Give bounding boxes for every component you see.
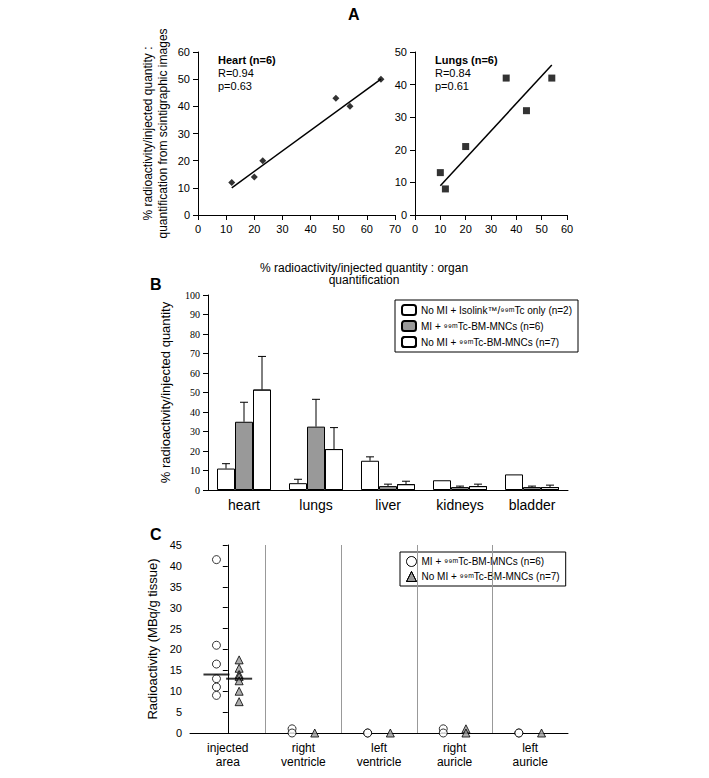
svg-text:60: 60: [361, 223, 373, 235]
svg-text:area: area: [216, 755, 240, 769]
svg-text:20: 20: [170, 643, 182, 655]
svg-text:kidneys: kidneys: [436, 497, 483, 513]
svg-text:50: 50: [395, 46, 407, 58]
svg-text:left: left: [371, 741, 388, 755]
svg-text:30: 30: [276, 223, 288, 235]
svg-text:25: 25: [170, 623, 182, 635]
svg-text:left: left: [522, 741, 539, 755]
svg-text:40: 40: [510, 223, 522, 235]
svg-text:40: 40: [190, 407, 200, 418]
svg-text:MI + ⁹⁹ᵐTc-BM-MNCs (n=6): MI + ⁹⁹ᵐTc-BM-MNCs (n=6): [421, 321, 544, 332]
svg-text:40: 40: [170, 560, 182, 572]
svg-text:bladder: bladder: [509, 497, 556, 513]
svg-text:20: 20: [248, 223, 260, 235]
svg-text:10: 10: [220, 223, 232, 235]
svg-text:50: 50: [333, 223, 345, 235]
svg-text:50: 50: [178, 73, 190, 85]
svg-text:5: 5: [176, 706, 182, 718]
svg-text:A: A: [348, 6, 360, 23]
svg-text:60: 60: [178, 46, 190, 58]
svg-text:10: 10: [434, 223, 446, 235]
svg-text:No MI + ⁹⁹ᵐTc-BM-MNCs (n=7): No MI + ⁹⁹ᵐTc-BM-MNCs (n=7): [421, 337, 559, 348]
svg-text:0: 0: [195, 223, 201, 235]
svg-text:30: 30: [170, 602, 182, 614]
svg-text:10: 10: [170, 685, 182, 697]
svg-text:70: 70: [190, 348, 200, 359]
svg-text:right: right: [292, 741, 316, 755]
svg-text:ventricle: ventricle: [281, 755, 326, 769]
svg-text:10: 10: [178, 182, 190, 194]
svg-text:% radioactivity/injected quant: % radioactivity/injected quantity :: [141, 46, 155, 220]
svg-text:B: B: [150, 276, 162, 293]
svg-text:auricle: auricle: [513, 755, 549, 769]
svg-text:100: 100: [185, 290, 200, 301]
svg-text:Heart (n=6): Heart (n=6): [218, 54, 276, 66]
svg-text:auricle: auricle: [437, 755, 473, 769]
svg-text:Lungs (n=6): Lungs (n=6): [435, 54, 498, 66]
svg-text:90: 90: [190, 309, 200, 320]
svg-text:30: 30: [190, 426, 200, 437]
svg-text:20: 20: [395, 144, 407, 156]
svg-text:liver: liver: [375, 497, 401, 513]
svg-text:60: 60: [561, 223, 573, 235]
svg-text:MI + ⁹⁹ᵐTc-BM-MNCs (n=6): MI + ⁹⁹ᵐTc-BM-MNCs (n=6): [422, 556, 545, 567]
svg-text:0: 0: [176, 727, 182, 739]
svg-text:35: 35: [170, 581, 182, 593]
svg-text:p=0.61: p=0.61: [435, 80, 469, 92]
svg-text:No MI + Isolink™/⁹⁹ᵐTc only (n: No MI + Isolink™/⁹⁹ᵐTc only (n=2): [421, 305, 572, 316]
svg-text:50: 50: [536, 223, 548, 235]
svg-text:0: 0: [184, 209, 190, 221]
svg-text:0: 0: [401, 209, 407, 221]
svg-text:30: 30: [395, 111, 407, 123]
svg-text:0: 0: [412, 223, 418, 235]
svg-text:40: 40: [178, 100, 190, 112]
svg-text:% radioactivity/injected quant: % radioactivity/injected quantity: [158, 301, 173, 483]
svg-text:quantification from scintigrap: quantification from scintigraphic images: [156, 28, 170, 238]
svg-text:40: 40: [395, 79, 407, 91]
svg-text:quantification: quantification: [329, 273, 400, 287]
svg-text:20: 20: [460, 223, 472, 235]
svg-text:Radioactivity (MBq/g tissue): Radioactivity (MBq/g tissue): [145, 558, 160, 719]
svg-text:ventricle: ventricle: [357, 755, 402, 769]
svg-text:injected: injected: [207, 741, 248, 755]
svg-text:60: 60: [190, 368, 200, 379]
svg-text:70: 70: [389, 223, 401, 235]
svg-text:45: 45: [170, 539, 182, 551]
svg-text:80: 80: [190, 329, 200, 340]
svg-text:20: 20: [178, 155, 190, 167]
svg-text:lungs: lungs: [299, 497, 332, 513]
svg-text:40: 40: [304, 223, 316, 235]
svg-text:10: 10: [395, 176, 407, 188]
svg-text:15: 15: [170, 664, 182, 676]
svg-text:R=0.84: R=0.84: [435, 67, 471, 79]
svg-text:30: 30: [485, 223, 497, 235]
svg-text:50: 50: [190, 387, 200, 398]
svg-text:right: right: [443, 741, 467, 755]
svg-text:30: 30: [178, 128, 190, 140]
svg-text:20: 20: [190, 446, 200, 457]
svg-text:C: C: [150, 526, 162, 543]
svg-text:heart: heart: [228, 497, 260, 513]
svg-text:% radioactivity/injected quant: % radioactivity/injected quantity : orga…: [260, 261, 469, 275]
svg-text:10: 10: [190, 465, 200, 476]
svg-text:0: 0: [195, 485, 200, 496]
svg-text:p=0.63: p=0.63: [218, 80, 252, 92]
svg-text:R=0.94: R=0.94: [218, 67, 254, 79]
svg-text:No MI + ⁹⁹ᵐTc-BM-MNCs (n=7): No MI + ⁹⁹ᵐTc-BM-MNCs (n=7): [422, 571, 560, 582]
